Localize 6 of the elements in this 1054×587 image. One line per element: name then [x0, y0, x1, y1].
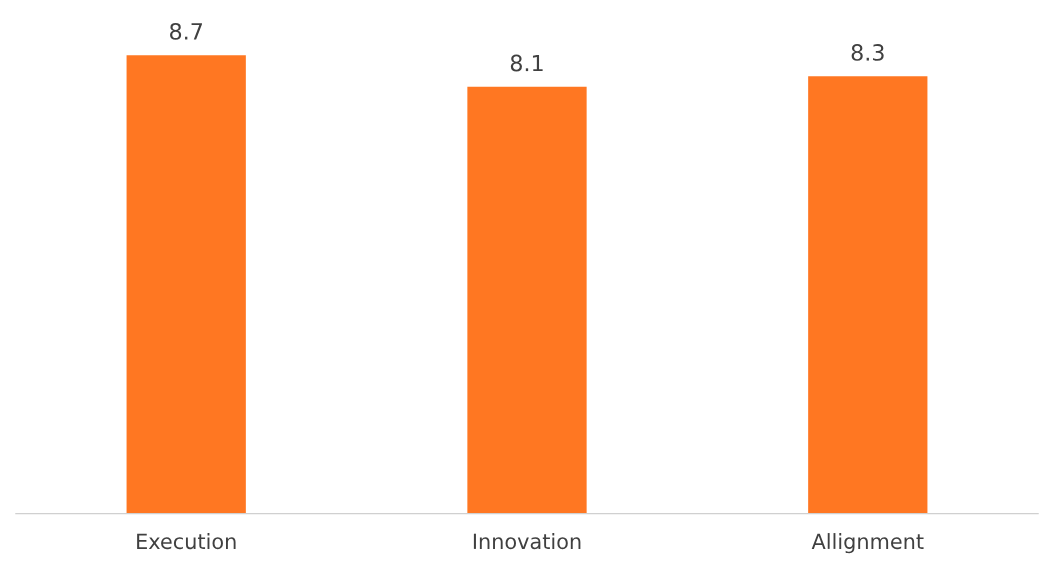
data-label: 8.7: [170, 22, 202, 40]
x-tick-label: Innovation: [473, 533, 581, 550]
data-label: 8.3: [851, 44, 884, 61]
x-tick-label: Allignment: [811, 533, 924, 554]
x-tick-label: Execution: [137, 533, 236, 550]
data-label: 8.1: [510, 54, 543, 72]
